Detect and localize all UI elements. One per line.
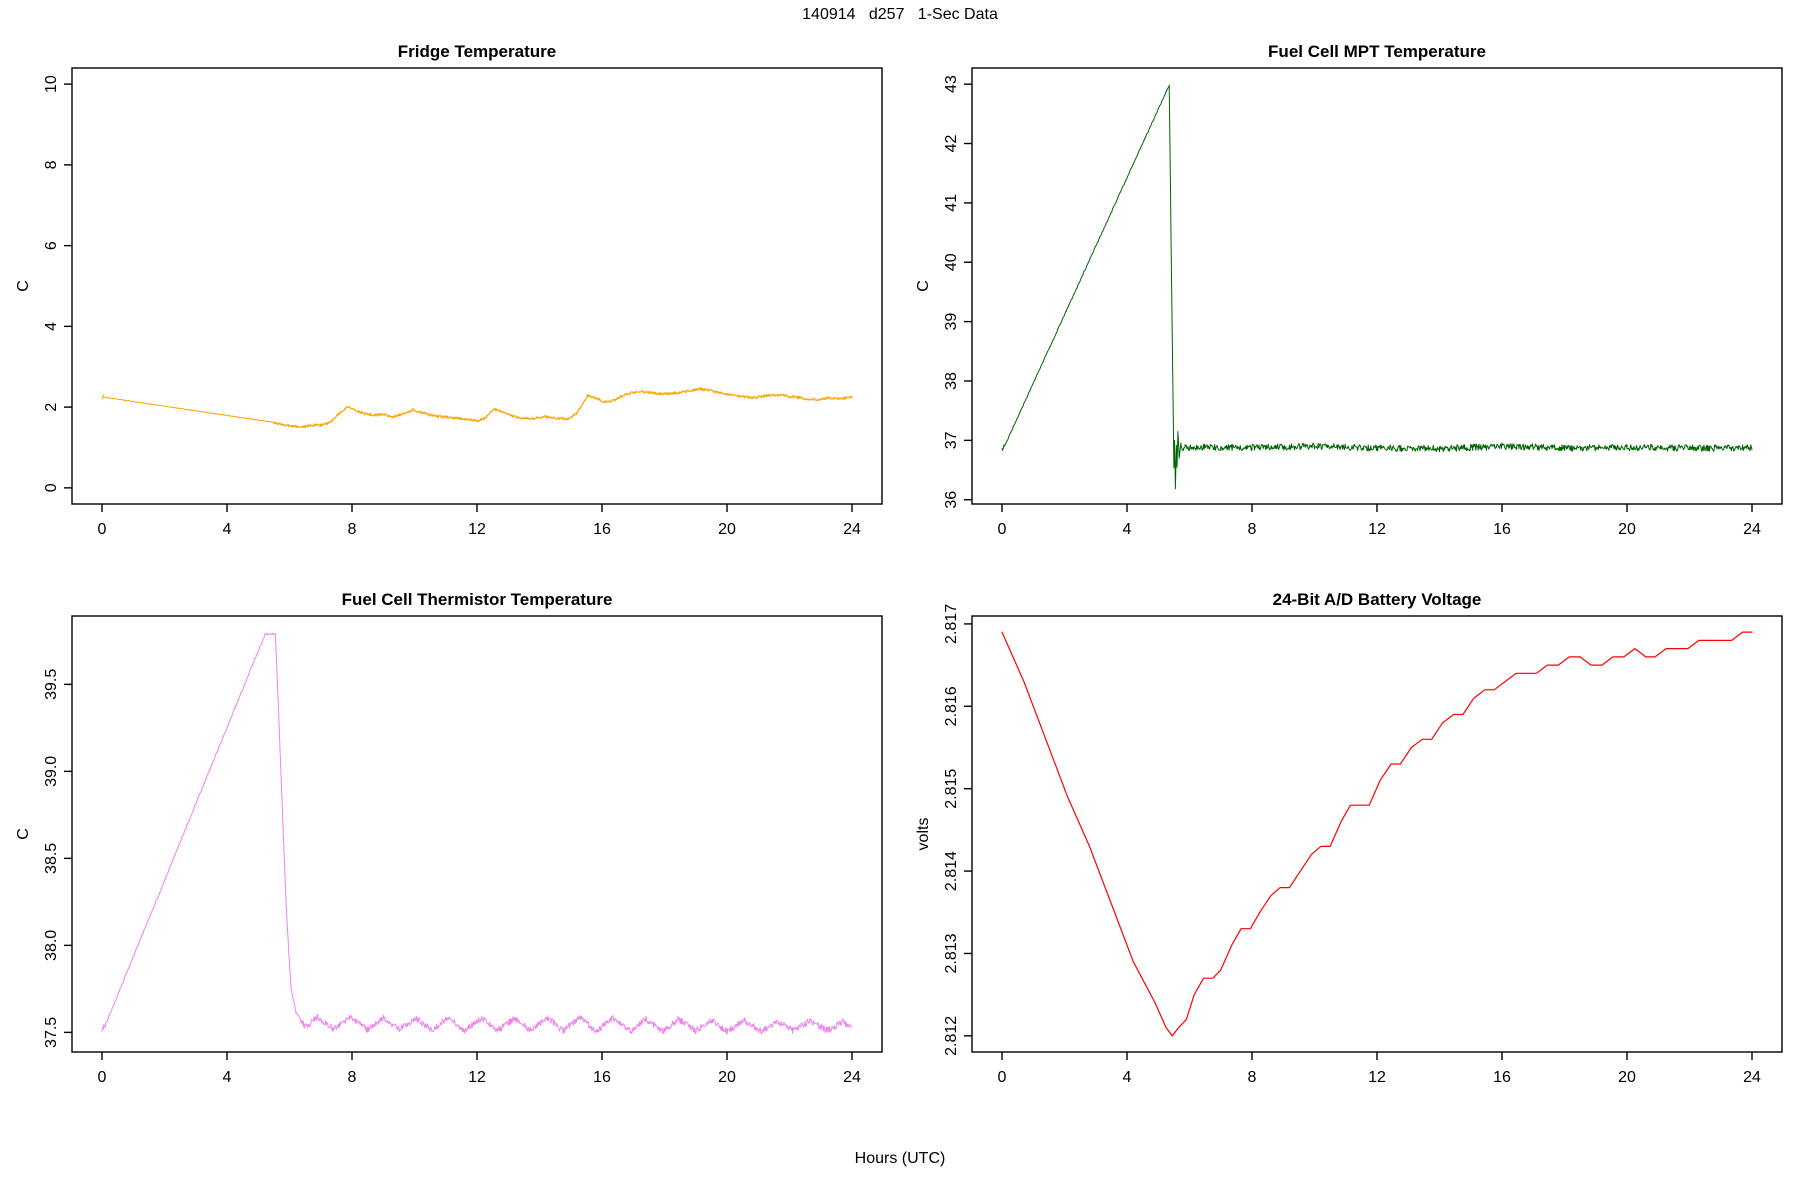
plot-box xyxy=(971,67,1783,505)
x-tick-label: 4 xyxy=(223,1069,232,1086)
y-tick-label: 38.5 xyxy=(43,843,60,874)
y-tick-label: 2.813 xyxy=(943,933,960,973)
x-tick-label: 16 xyxy=(593,521,611,538)
x-tick-label: 20 xyxy=(718,521,736,538)
y-tick-label: 6 xyxy=(43,241,60,250)
y-axis-title: C xyxy=(15,280,32,292)
chart-title: Fuel Cell Thermistor Temperature xyxy=(341,590,613,609)
series-start-marker xyxy=(1001,444,1005,451)
series-shutdown-ringing xyxy=(1168,84,1186,490)
series-start-marker xyxy=(101,394,104,400)
fuel-cell-thermistor-temperature-chart: Fuel Cell Thermistor Temperature 0 4 8 12 16… xyxy=(0,582,900,1130)
series-fridge-temp xyxy=(273,387,853,429)
series-gap-interpolation xyxy=(102,396,275,423)
x-tick-label: 0 xyxy=(98,1069,107,1086)
y-tick-label: 39.0 xyxy=(43,756,60,787)
y-tick-label: 2 xyxy=(43,403,60,412)
battery-voltage-plot: 0 4 8 12 16 20 24 2.812 2.813 2.814 2.815 2.816 2.81… xyxy=(915,604,1783,1086)
x-tick-label: 0 xyxy=(998,521,1007,538)
fuel-cell-mpt-temperature-chart: Fuel Cell MPT Temperature 0 4 8 12 16 20 24 36 3… xyxy=(900,34,1800,582)
y-tick-label: 36 xyxy=(943,491,960,509)
x-tick-label: 4 xyxy=(1123,1069,1132,1086)
x-tick-label: 4 xyxy=(223,521,232,538)
y-tick-label: 43 xyxy=(943,75,960,93)
x-tick-label: 24 xyxy=(1743,521,1761,538)
y-tick-label: 38.0 xyxy=(43,930,60,961)
x-tick-label: 16 xyxy=(593,1069,611,1086)
series-oscillating-band xyxy=(299,1013,853,1035)
y-tick-label: 37 xyxy=(943,431,960,449)
y-tick-label: 39.5 xyxy=(43,669,60,700)
x-tick-label: 8 xyxy=(1248,521,1257,538)
series-peak-plateau xyxy=(264,632,276,636)
y-tick-label: 39 xyxy=(943,313,960,331)
x-tick-label: 16 xyxy=(1493,1069,1511,1086)
x-tick-label: 8 xyxy=(1248,1069,1257,1086)
series-steady-band xyxy=(1184,442,1753,453)
battery-voltage-chart: 24-Bit A/D Battery Voltage 0 4 8 12 16 20 24 2.… xyxy=(900,582,1800,1130)
y-tick-label: 8 xyxy=(43,160,60,169)
y-axis-title: C xyxy=(15,828,32,840)
plot-box xyxy=(71,615,883,1053)
x-tick-label: 20 xyxy=(1618,1069,1636,1086)
y-tick-label: 2.815 xyxy=(943,769,960,809)
x-tick-label: 0 xyxy=(98,521,107,538)
series-start-marker xyxy=(101,1023,105,1032)
y-tick-label: 10 xyxy=(43,75,60,93)
fuel-cell-mpt-temperature-plot: 0 4 8 12 16 20 24 36 37 38 39 40 41 42 43 C xyxy=(915,67,1783,538)
y-axis-title: C xyxy=(915,280,932,292)
y-tick-label: 2.817 xyxy=(943,604,960,644)
x-tick-label: 16 xyxy=(1493,521,1511,538)
fridge-temperature-chart: Fridge Temperature 0 4 8 12 16 20 24 0 2 4 6 8 10 C xyxy=(0,34,900,582)
chart-title: Fuel Cell MPT Temperature xyxy=(1268,42,1486,61)
x-tick-label: 8 xyxy=(348,521,357,538)
y-axis-title: volts xyxy=(915,818,932,851)
x-tick-label: 12 xyxy=(468,1069,486,1086)
x-tick-label: 0 xyxy=(998,1069,1007,1086)
x-tick-label: 12 xyxy=(468,521,486,538)
y-tick-label: 38 xyxy=(943,372,960,390)
x-tick-label: 20 xyxy=(1618,521,1636,538)
series-cooldown xyxy=(274,633,301,1021)
x-axis-label: Hours (UTC) xyxy=(854,1150,946,1167)
chart-title: Fridge Temperature xyxy=(397,42,557,61)
y-tick-label: 42 xyxy=(943,135,960,153)
plot-box xyxy=(71,67,883,505)
series-battery-voltage xyxy=(1001,631,1753,1037)
plot-box xyxy=(971,615,1783,1053)
charts-grid: Fridge Temperature 0 4 8 12 16 20 24 0 2 4 6 8 10 C F… xyxy=(0,34,1800,1130)
y-tick-label: 40 xyxy=(943,253,960,271)
y-tick-label: 0 xyxy=(43,483,60,492)
y-tick-label: 2.814 xyxy=(943,851,960,891)
x-tick-label: 12 xyxy=(1368,521,1386,538)
chart-title: 24-Bit A/D Battery Voltage xyxy=(1272,590,1482,609)
x-tick-label: 24 xyxy=(843,1069,861,1086)
page-title: 140914 d257 1-Sec Data xyxy=(802,6,998,23)
x-tick-label: 20 xyxy=(718,1069,736,1086)
y-tick-label: 37.5 xyxy=(43,1017,60,1048)
x-tick-label: 24 xyxy=(1743,1069,1761,1086)
series-warmup-ramp xyxy=(103,634,265,1029)
x-tick-label: 8 xyxy=(348,1069,357,1086)
fuel-cell-thermistor-temperature-plot: 0 4 8 12 16 20 24 37.5 38.0 38.5 39.0 39.5 C xyxy=(15,615,883,1086)
y-tick-label: 2.816 xyxy=(943,686,960,726)
x-tick-label: 12 xyxy=(1368,1069,1386,1086)
y-tick-label: 4 xyxy=(43,322,60,331)
y-tick-label: 2.812 xyxy=(943,1016,960,1056)
x-tick-label: 4 xyxy=(1123,521,1132,538)
y-tick-label: 41 xyxy=(943,194,960,212)
series-warmup-ramp xyxy=(1004,85,1170,447)
x-tick-label: 24 xyxy=(843,521,861,538)
